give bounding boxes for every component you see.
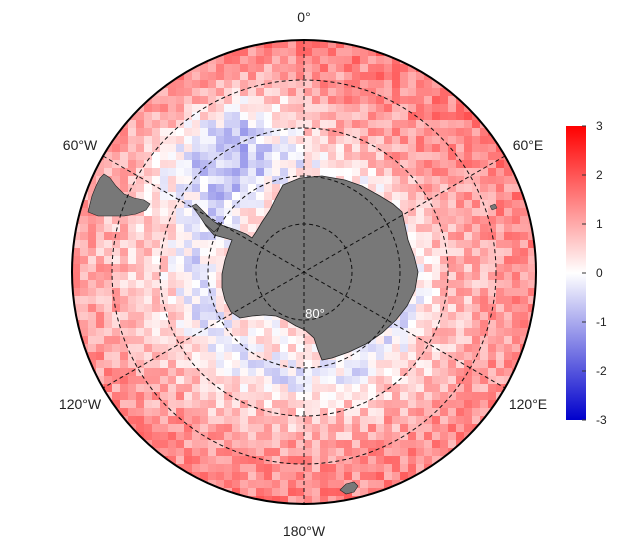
latitude-circle-60 — [159, 127, 449, 417]
lat-label-80: 80° — [305, 306, 325, 321]
meridian-60e-120w — [102, 155, 506, 389]
colorbar: 3 2 1 0 -1 -2 -3 — [566, 119, 607, 427]
colorbar-tick-label: -3 — [596, 413, 607, 427]
map-boundary — [71, 39, 537, 505]
antarctic-peninsula — [191, 203, 221, 233]
lon-label-60e: 60°E — [513, 137, 544, 153]
lon-label-180w: 180°W — [283, 523, 326, 539]
colorbar-tick-label: 0 — [596, 266, 603, 280]
colorbar-gradient — [566, 126, 586, 420]
colorbar-tick-label: 1 — [596, 217, 603, 231]
longitude-labels: 0° 60°W 60°E 120°W 120°E 180°W — [59, 9, 547, 539]
colorbar-ticks: 3 2 1 0 -1 -2 -3 — [582, 119, 607, 427]
lon-label-60w: 60°W — [63, 137, 98, 153]
colorbar-tick-label: 2 — [596, 168, 603, 182]
lon-label-120e: 120°E — [509, 396, 547, 412]
lon-label-0: 0° — [297, 9, 310, 25]
colorbar-tick-label: -2 — [596, 364, 607, 378]
lon-label-120w: 120°W — [59, 396, 102, 412]
antarctica-landmass — [194, 175, 419, 361]
colorbar-tick-label: -1 — [596, 315, 607, 329]
south-america-tip — [87, 173, 151, 217]
graticule — [102, 40, 506, 504]
colorbar-tick-label: 3 — [596, 119, 603, 133]
kerguelen-island — [489, 203, 498, 211]
new-zealand-island — [339, 481, 359, 495]
land-masses — [87, 173, 498, 495]
